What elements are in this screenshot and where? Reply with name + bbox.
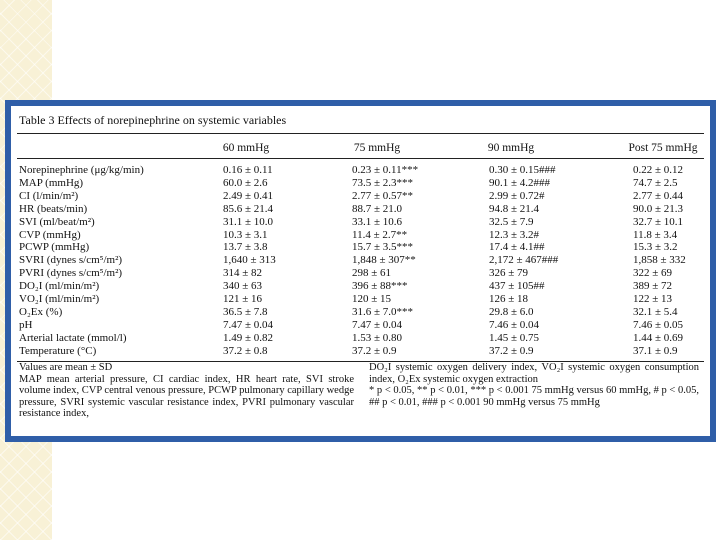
table-frame: Table 3 Effects of norepinephrine on sys… [5,100,716,442]
cell: 31.1 ± 10.0 [223,215,274,228]
row-label: SVI (ml/beat/m²) [19,215,95,228]
cell: 322 ± 69 [633,267,673,280]
column-header: 75 mmHg [353,142,401,154]
cell: 33.1 ± 10.6 [352,215,403,228]
cell: 340 ± 63 [223,280,263,293]
cell: 1,848 ± 307** [352,254,416,267]
cell: 7.46 ± 0.05 [633,318,684,331]
cell: 73.5 ± 2.3*** [352,176,414,189]
row-label: SVRI (dynes s/cm⁵/m²) [19,254,123,267]
cell: 314 ± 82 [223,267,263,280]
cell: 32.1 ± 5.4 [633,305,678,318]
cell: 122 ± 13 [633,293,673,305]
cell: 37.2 ± 0.9 [489,344,534,357]
cell: 85.6 ± 21.4 [223,202,274,215]
row-label: O₂Ex (%) [19,305,63,318]
cell: 1.45 ± 0.75 [489,331,540,344]
cell: 2.77 ± 0.44 [633,189,684,202]
cell: 298 ± 61 [352,267,392,280]
footnote: MAP mean arterial pressure, CI cardiac i… [19,373,354,420]
cell: 0.30 ± 0.15### [489,164,556,176]
row-label: VO₂I (ml/min/m²) [19,293,100,305]
cell: 37.1 ± 0.9 [633,344,678,357]
cell: 2.49 ± 0.41 [223,189,274,202]
row-label: CI (l/min/m²) [19,189,79,202]
cell: 31.6 ± 7.0*** [352,305,414,318]
cell: 121 ± 16 [223,293,263,305]
cell: 36.5 ± 7.8 [223,305,268,318]
cell: 32.5 ± 7.9 [489,215,534,228]
cell: 10.3 ± 3.1 [223,228,268,241]
cell: 12.3 ± 3.2# [489,228,540,241]
cell: 1.49 ± 0.82 [223,331,274,344]
row-label: PCWP (mmHg) [19,241,90,254]
cell: 13.7 ± 3.8 [223,241,268,254]
cell: 326 ± 79 [489,267,529,280]
footnote: * p < 0.05, ** p < 0.01, *** p < 0.001 7… [369,385,699,408]
cell: 11.4 ± 2.7** [352,228,408,241]
column-header: 90 mmHg [487,142,535,154]
cell: 389 ± 72 [633,280,673,293]
column-header: Post 75 mmHg [628,142,698,154]
cell: 1,640 ± 313 [223,254,276,267]
cell: 94.8 ± 21.4 [489,202,540,215]
cell: 126 ± 18 [489,293,529,305]
cell: 7.47 ± 0.04 [223,318,274,331]
cell: 32.7 ± 10.1 [633,215,684,228]
row-label: DO₂I (ml/min/m²) [19,280,100,293]
footnote: Values are mean ± SD [19,362,113,373]
cell: 15.7 ± 3.5*** [352,241,414,254]
cell: 74.7 ± 2.5 [633,176,678,189]
row-label: pH [19,318,33,331]
cell: 37.2 ± 0.8 [223,344,268,357]
cell: 60.0 ± 2.6 [223,176,268,189]
cell: 11.8 ± 3.4 [633,228,678,241]
cell: 2,172 ± 467### [489,254,559,267]
cell: 0.22 ± 0.12 [633,164,684,176]
cell: 1.53 ± 0.80 [352,331,403,344]
table-title: Table 3 Effects of norepinephrine on sys… [19,113,287,127]
cell: 1.44 ± 0.69 [633,331,684,344]
row-label: HR (beats/min) [19,202,88,215]
cell: 90.0 ± 21.3 [633,202,684,215]
cell: 37.2 ± 0.9 [352,344,397,357]
cell: 396 ± 88*** [352,280,408,293]
cell: 437 ± 105## [489,280,545,293]
cell: 2.77 ± 0.57** [352,189,414,202]
cell: 7.47 ± 0.04 [352,318,403,331]
cell: 88.7 ± 21.0 [352,202,403,215]
row-label: Norepinephrine (μg/kg/min) [19,164,144,176]
row-label: Temperature (°C) [19,344,97,357]
rule [17,133,704,134]
cell: 2.99 ± 0.72# [489,189,545,202]
cell: 0.23 ± 0.11*** [352,164,419,176]
cell: 120 ± 15 [352,293,392,305]
footnotes-left: Values are mean ± SD MAP mean arterial pr… [19,362,354,420]
cell: 29.8 ± 6.0 [489,305,534,318]
row-label: MAP (mmHg) [19,176,84,189]
cell: 1,858 ± 332 [633,254,686,267]
cell: 0.16 ± 0.11 [223,164,273,176]
cell: 90.1 ± 4.2### [489,176,551,189]
row-label: Arterial lactate (mmol/l) [19,331,127,344]
cell: 17.4 ± 4.1## [489,241,545,254]
row-label: PVRI (dynes s/cm⁵/m²) [19,267,123,280]
column-header: 60 mmHg [222,142,270,154]
footnote: DO₂I systemic oxygen delivery index, VO₂… [369,362,699,385]
rule [17,361,704,362]
cell: 7.46 ± 0.04 [489,318,540,331]
rule [17,158,704,159]
footnotes-right: DO₂I systemic oxygen delivery index, VO₂… [369,362,699,408]
cell: 15.3 ± 3.2 [633,241,678,254]
row-label: CVP (mmHg) [19,228,81,241]
